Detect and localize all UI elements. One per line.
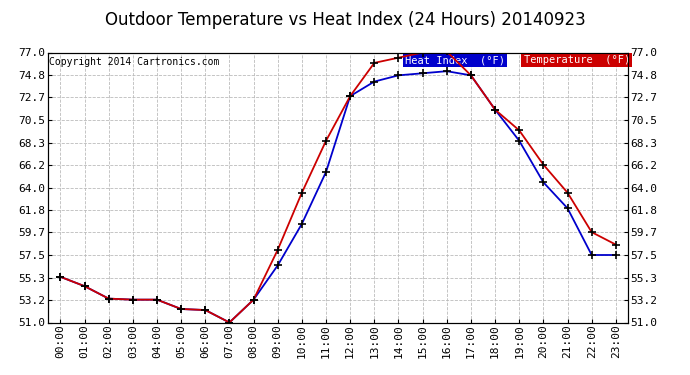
Text: Copyright 2014 Cartronics.com: Copyright 2014 Cartronics.com — [49, 57, 219, 66]
Text: Outdoor Temperature vs Heat Index (24 Hours) 20140923: Outdoor Temperature vs Heat Index (24 Ho… — [105, 11, 585, 29]
Text: Heat Index  (°F): Heat Index (°F) — [405, 55, 505, 65]
Text: Temperature  (°F): Temperature (°F) — [524, 55, 630, 65]
